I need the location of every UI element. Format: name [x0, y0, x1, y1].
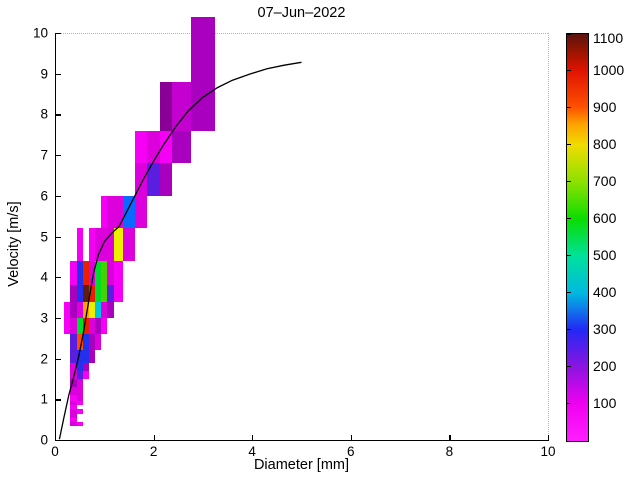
y-tick-mark: [56, 195, 61, 198]
heatmap-cell: [135, 163, 148, 196]
y-axis-line: [55, 33, 57, 441]
x-tick-label: 4: [248, 444, 256, 459]
colorbar-tick-label: 700: [593, 173, 617, 189]
x-tick-mark: [350, 435, 353, 440]
heatmap-cell: [107, 301, 114, 318]
heatmap-cell: [76, 387, 83, 396]
colorbar-tick-label: 600: [593, 210, 617, 226]
y-tick-mark: [56, 73, 61, 75]
colorbar-tick-label: 1000: [593, 62, 625, 78]
heatmap-cell: [70, 405, 77, 410]
heatmap-cell: [190, 81, 216, 131]
x-tick-mark: [252, 435, 254, 440]
y-tick-mark: [56, 399, 61, 401]
heatmap-cell: [88, 350, 96, 363]
x-tick-label: 2: [149, 444, 158, 459]
colorbar-tick-label: 500: [593, 247, 617, 263]
plot-top-border: [55, 33, 548, 34]
colorbar-tick-label: 100: [593, 395, 617, 411]
colorbar-tick-mark: [567, 70, 571, 72]
heatmap-cell: [147, 163, 160, 196]
y-tick-mark: [56, 317, 61, 320]
heatmap-cell: [95, 334, 102, 351]
y-tick-mark: [56, 155, 61, 157]
y-tick-mark: [56, 277, 61, 279]
heatmap-cell: [82, 362, 89, 371]
heatmap-cell: [76, 401, 83, 406]
heatmap-cell: [76, 395, 83, 402]
colorbar-tick-mark: [567, 366, 571, 368]
y-tick-label: 5: [40, 229, 48, 244]
heatmap-cell: [113, 195, 123, 229]
colorbar-tick-mark: [567, 218, 571, 220]
colorbar-tick-label: 200: [593, 358, 617, 374]
y-tick-mark: [56, 236, 61, 238]
x-tick-mark: [449, 435, 451, 440]
heatmap-cell: [113, 260, 123, 286]
heatmap-cell: [113, 285, 123, 302]
colorbar: [566, 33, 589, 442]
heatmap-cell: [172, 130, 191, 164]
heatmap-cell: [159, 81, 173, 131]
x-tick-label: 10: [540, 444, 556, 459]
y-tick-label: 10: [32, 25, 48, 41]
y-tick-label: 8: [40, 106, 48, 122]
heatmap-cell: [159, 130, 173, 164]
colorbar-tick-mark: [567, 181, 571, 183]
heatmap-cell: [122, 195, 136, 229]
x-tick-label: 0: [51, 444, 59, 459]
y-tick-label: 1: [40, 391, 48, 407]
heatmap-cell: [159, 163, 173, 196]
colorbar-tick-label: 1100: [593, 30, 624, 46]
colorbar-tick-mark: [567, 403, 571, 405]
colorbar-tick-label: 300: [593, 321, 617, 337]
x-tick-mark: [548, 435, 550, 440]
colorbar-tick-label: 400: [593, 284, 617, 300]
heatmap-cell: [82, 370, 89, 379]
x-tick-label: 6: [347, 444, 355, 459]
colorbar-tick-mark: [567, 107, 571, 109]
heatmap-cell: [135, 130, 148, 164]
x-axis-label: Diameter [mm]: [253, 457, 350, 473]
x-tick-mark: [55, 435, 57, 440]
colorbar-tick-mark: [567, 34, 571, 36]
heatmap-cell: [76, 228, 83, 261]
y-tick-label: 4: [40, 269, 48, 285]
heatmap-cell: [76, 409, 83, 414]
colorbar-tick-mark: [567, 144, 571, 146]
heatmap-cell: [190, 16, 216, 82]
colorbar-tick-label: 800: [593, 136, 617, 152]
x-axis-line: [55, 440, 549, 442]
colorbar-tick-mark: [567, 292, 571, 294]
colorbar-tick-label: 900: [593, 99, 617, 115]
chart-title: 07–Jun–2022: [257, 5, 346, 21]
heatmap-cell: [147, 130, 160, 164]
y-tick-mark: [56, 114, 61, 116]
x-tick-mark: [153, 435, 155, 440]
y-tick-label: 6: [40, 188, 48, 204]
colorbar-tick-mark: [567, 329, 571, 331]
heatmap-cell: [76, 378, 83, 388]
y-tick-label: 0: [40, 432, 48, 448]
y-tick-label: 9: [40, 66, 48, 82]
heatmap-cell: [101, 317, 108, 335]
heatmap-cell: [113, 228, 123, 261]
plot-right-border: [548, 33, 549, 440]
heatmap-cell: [70, 417, 77, 422]
x-tick-label: 8: [445, 444, 454, 459]
y-tick-mark: [56, 440, 61, 442]
y-tick-mark: [56, 33, 61, 35]
y-tick-label: 2: [40, 351, 48, 367]
heatmap-cell: [122, 228, 136, 261]
heatmap-cell: [135, 195, 148, 229]
heatmap-cell: [172, 81, 191, 131]
y-tick-label: 7: [40, 147, 48, 163]
y-tick-mark: [56, 358, 61, 360]
heatmap-cell: [70, 413, 77, 418]
heatmap-cell: [76, 421, 83, 426]
colorbar-tick-mark: [567, 255, 571, 257]
y-tick-label: 3: [40, 310, 48, 326]
